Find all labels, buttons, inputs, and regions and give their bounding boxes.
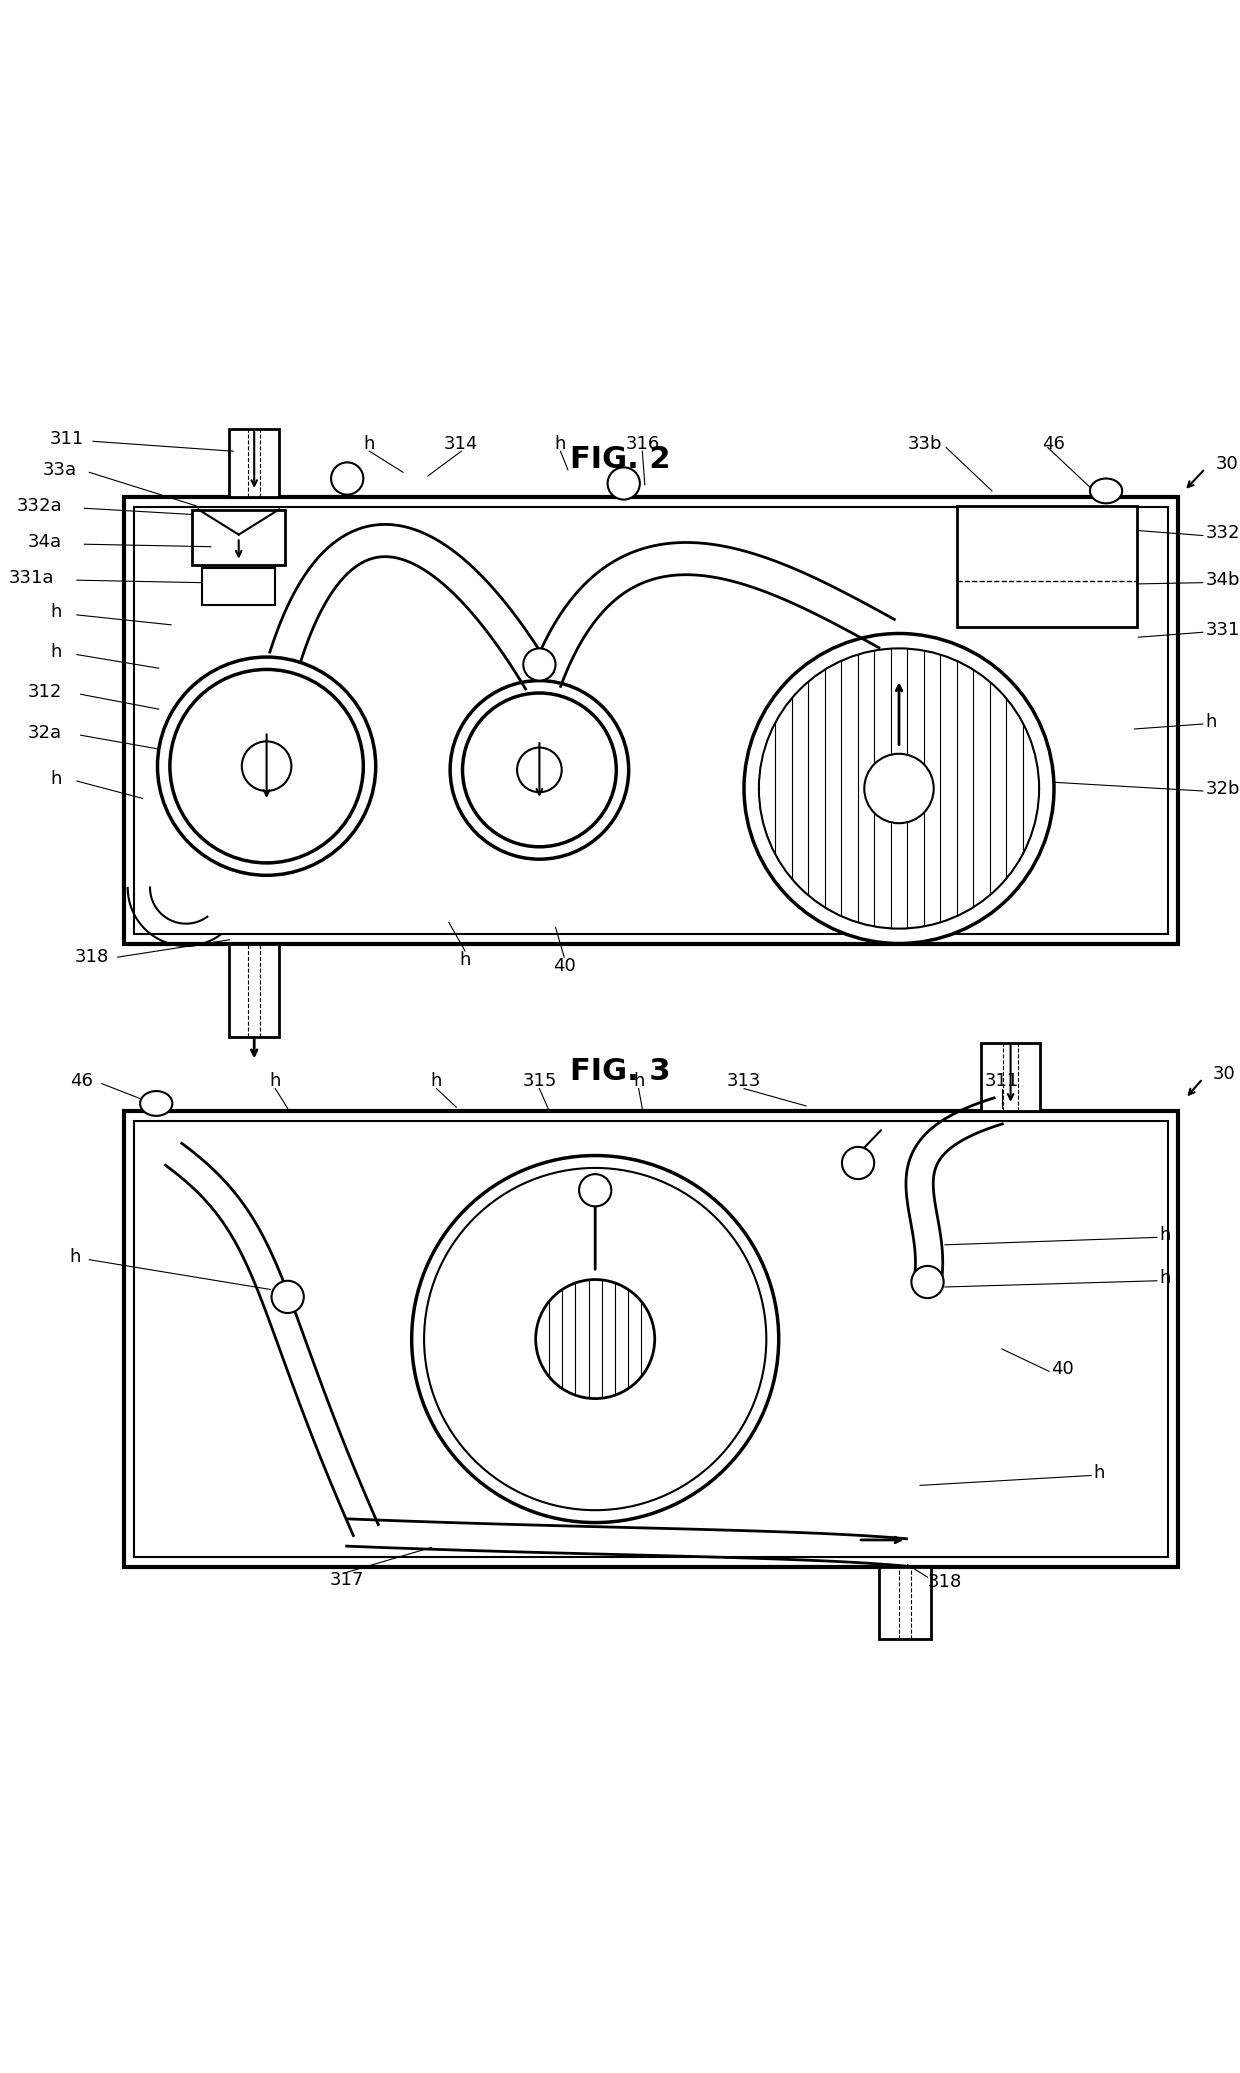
Text: h: h (1159, 1269, 1171, 1287)
Text: 314: 314 (444, 435, 479, 452)
Circle shape (536, 1279, 655, 1399)
Circle shape (911, 1267, 944, 1298)
Text: 316: 316 (625, 435, 660, 452)
Ellipse shape (1090, 479, 1122, 504)
Text: 40: 40 (1052, 1360, 1074, 1379)
Bar (134, 508, 1168, 933)
Circle shape (463, 692, 616, 846)
Bar (134, 1121, 1168, 1557)
Bar (229, 943, 279, 1036)
Bar (202, 568, 275, 605)
Text: 46: 46 (1042, 435, 1064, 452)
Bar (124, 1111, 1178, 1567)
Text: h: h (269, 1072, 281, 1090)
Bar (229, 429, 279, 498)
Text: 317: 317 (330, 1571, 365, 1588)
Circle shape (608, 466, 640, 500)
Circle shape (424, 1167, 766, 1509)
Bar (957, 506, 1137, 628)
Bar (879, 1567, 931, 1640)
Text: 30: 30 (1213, 1066, 1235, 1082)
Circle shape (272, 1281, 304, 1312)
Text: h: h (51, 643, 62, 661)
Bar (192, 510, 285, 566)
Circle shape (450, 680, 629, 858)
Text: 32a: 32a (27, 723, 62, 742)
Text: 331a: 331a (9, 568, 55, 587)
Text: 318: 318 (74, 947, 109, 966)
Circle shape (759, 649, 1039, 929)
Circle shape (242, 742, 291, 792)
Circle shape (744, 634, 1054, 943)
Text: h: h (51, 603, 62, 622)
Text: 34b: 34b (1205, 572, 1240, 589)
Text: 313: 313 (727, 1072, 761, 1090)
Text: h: h (1094, 1464, 1105, 1482)
Text: 318: 318 (928, 1573, 962, 1592)
Text: h: h (51, 769, 62, 788)
Text: 312: 312 (27, 682, 62, 701)
Text: 311: 311 (985, 1072, 1019, 1090)
Text: FIG. 3: FIG. 3 (569, 1057, 671, 1086)
Text: 33b: 33b (908, 435, 942, 452)
Text: 311: 311 (50, 429, 84, 448)
Text: 40: 40 (553, 958, 575, 974)
Text: h: h (1205, 713, 1216, 730)
Circle shape (579, 1173, 611, 1206)
Text: h: h (69, 1248, 81, 1267)
Text: h: h (430, 1072, 443, 1090)
Circle shape (331, 462, 363, 495)
Bar (124, 498, 1178, 943)
Text: 34a: 34a (27, 533, 62, 551)
Text: h: h (363, 435, 376, 452)
Text: 33a: 33a (42, 460, 77, 479)
Circle shape (157, 657, 376, 875)
Text: 332a: 332a (16, 498, 62, 514)
Text: 30: 30 (1215, 454, 1238, 473)
Text: 315: 315 (522, 1072, 557, 1090)
Text: h: h (632, 1072, 645, 1090)
Text: h: h (459, 952, 471, 968)
Text: 332b: 332b (1205, 524, 1240, 541)
Text: 46: 46 (71, 1072, 93, 1090)
Text: FIG. 2: FIG. 2 (569, 446, 671, 475)
Bar (981, 1043, 1040, 1111)
Ellipse shape (140, 1090, 172, 1115)
Text: h: h (554, 435, 567, 452)
Text: h: h (1159, 1225, 1171, 1244)
Circle shape (170, 670, 363, 862)
Circle shape (842, 1146, 874, 1180)
Circle shape (517, 748, 562, 792)
Circle shape (523, 649, 556, 680)
Text: 331b: 331b (1205, 620, 1240, 638)
Circle shape (864, 755, 934, 823)
Circle shape (412, 1155, 779, 1522)
Text: 32b: 32b (1205, 779, 1240, 798)
